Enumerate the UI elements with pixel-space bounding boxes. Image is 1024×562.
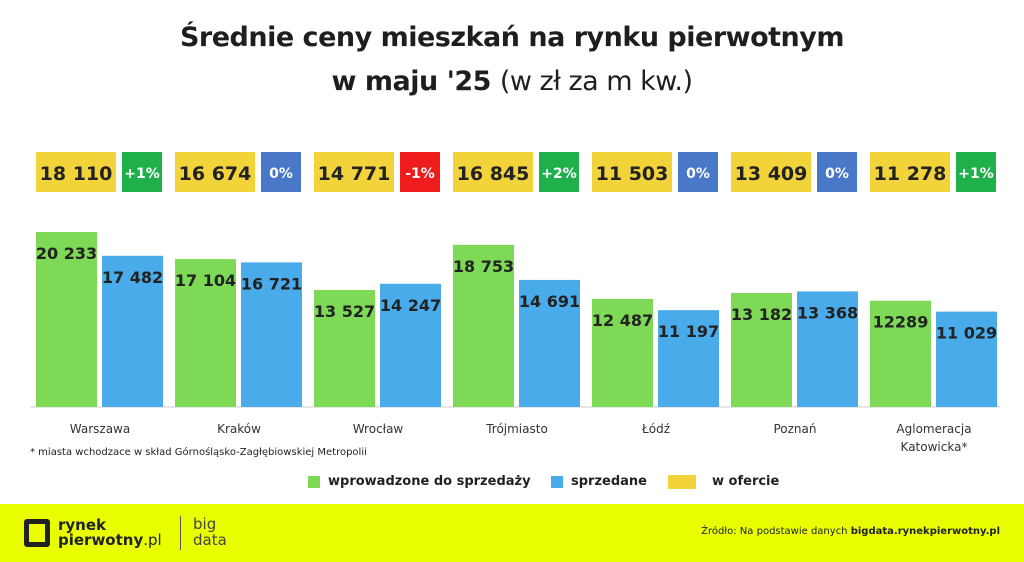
- legend-item-sold: sprzedane: [551, 474, 647, 489]
- bar-introduced: [731, 292, 792, 407]
- legend-swatch: [308, 475, 320, 488]
- subtitle-bold: w maju '25: [331, 66, 492, 97]
- legend-label: wprowadzone do sprzedaży: [328, 474, 531, 489]
- legend-item-introduced: wprowadzone do sprzedaży: [308, 474, 531, 489]
- change-label: 0%: [825, 166, 849, 182]
- logo-line1: rynek: [58, 516, 107, 534]
- logo-suffix: .pl: [143, 531, 162, 549]
- category-label: Katowicka*: [901, 440, 968, 454]
- bar-value-label: 20 233: [36, 244, 97, 263]
- source-text: Źródło: Na podstawie danych bigdata.ryne…: [701, 526, 1000, 537]
- bar-value-label: 13 182: [731, 305, 792, 324]
- legend-item-offer: w ofercie: [668, 474, 779, 489]
- logo-line2: pierwotny: [58, 531, 144, 549]
- chart-subtitle: w maju '25 (w zł za m kw.): [0, 66, 1024, 97]
- bar-value-label: 12 487: [592, 311, 653, 330]
- bar-sold: [380, 283, 441, 407]
- offer-price-box: [314, 152, 394, 192]
- bar-value-label: 14 247: [380, 296, 441, 315]
- change-badge: [817, 152, 857, 192]
- offer-price-label: 16 674: [179, 163, 252, 185]
- change-badge: [261, 152, 301, 192]
- offer-price-label: 11 278: [874, 163, 947, 185]
- rynekpierwotny-logo[interactable]: rynek pierwotny.pl: [24, 518, 162, 548]
- offer-price-label: 18 110: [40, 163, 113, 185]
- category-label: Kraków: [217, 422, 261, 436]
- legend-swatch: [668, 474, 696, 489]
- bar-value-label: 17 104: [175, 271, 236, 290]
- category-label: Wrocław: [353, 422, 404, 436]
- change-label: +2%: [541, 166, 577, 182]
- offer-price-label: 13 409: [735, 163, 808, 185]
- bar-value-label: 17 482: [102, 268, 163, 287]
- bar-introduced: [592, 298, 653, 407]
- category-label: Trójmiasto: [485, 422, 548, 436]
- category-label: Warszawa: [70, 422, 130, 436]
- offer-price-label: 11 503: [596, 163, 669, 185]
- bar-sold: [102, 255, 163, 407]
- change-badge: [539, 152, 579, 192]
- bar-introduced: [36, 232, 97, 407]
- bar-introduced: [175, 259, 236, 407]
- legend-label: sprzedane: [571, 474, 647, 489]
- change-badge: [400, 152, 440, 192]
- category-label: Aglomeracja: [896, 422, 971, 436]
- logo-divider: [180, 516, 181, 550]
- bar-chart: 20 233 17 482 18 110 +1% Warszawa 17 104 16 72…: [30, 152, 1000, 454]
- bar-value-label: 12289: [873, 313, 929, 332]
- source-link[interactable]: bigdata.rynekpierwotny.pl: [850, 526, 1000, 537]
- bar-value-label: 11 197: [658, 322, 719, 341]
- offer-price-label: 14 771: [318, 163, 391, 185]
- category-label: Łódź: [641, 422, 670, 436]
- bar-sold: [519, 279, 580, 407]
- bar-value-label: 18 753: [453, 257, 514, 276]
- logo-mark-icon: [24, 519, 50, 547]
- change-label: -1%: [405, 166, 435, 182]
- bar-value-label: 16 721: [241, 274, 302, 293]
- bar-sold: [936, 311, 997, 407]
- bigdata-line2: data: [193, 531, 227, 549]
- change-badge: [956, 152, 996, 192]
- category-label: Poznań: [773, 422, 816, 436]
- offer-price-box: [36, 152, 116, 192]
- bigdata-line1: big: [193, 515, 217, 533]
- change-label: +1%: [958, 166, 994, 182]
- change-label: 0%: [269, 166, 293, 182]
- change-badge: [122, 152, 162, 192]
- footer-bar: rynek pierwotny.pl big data Źródło: Na pod…: [0, 504, 1024, 562]
- bigdata-logo: big data: [193, 516, 227, 548]
- source-prefix: Źródło: Na podstawie danych: [701, 526, 848, 537]
- offer-price-box: [175, 152, 255, 192]
- bar-value-label: 13 368: [797, 303, 858, 322]
- offer-price-label: 16 845: [457, 163, 530, 185]
- bar-introduced: [453, 244, 514, 407]
- change-label: 0%: [686, 166, 710, 182]
- legend-swatch: [551, 475, 563, 488]
- offer-price-box: [870, 152, 950, 192]
- bar-sold: [658, 310, 719, 407]
- bar-introduced: [314, 290, 375, 407]
- footnote: * miasta wchodzace w skład Górnośląsko-Z…: [30, 447, 367, 458]
- offer-price-box: [453, 152, 533, 192]
- bar-introduced: [870, 300, 931, 407]
- offer-price-box: [592, 152, 672, 192]
- change-label: +1%: [124, 166, 160, 182]
- bar-value-label: 13 527: [314, 302, 375, 321]
- change-badge: [678, 152, 718, 192]
- bar-sold: [797, 291, 858, 407]
- bar-sold: [241, 262, 302, 407]
- offer-price-box: [731, 152, 811, 192]
- subtitle-unit: (w zł za m kw.): [499, 66, 693, 97]
- bar-value-label: 14 691: [519, 292, 580, 311]
- bar-value-label: 11 029: [936, 324, 997, 343]
- chart-title: Średnie ceny mieszkań na rynku pierwotny…: [179, 22, 845, 53]
- legend-label: w ofercie: [712, 474, 780, 489]
